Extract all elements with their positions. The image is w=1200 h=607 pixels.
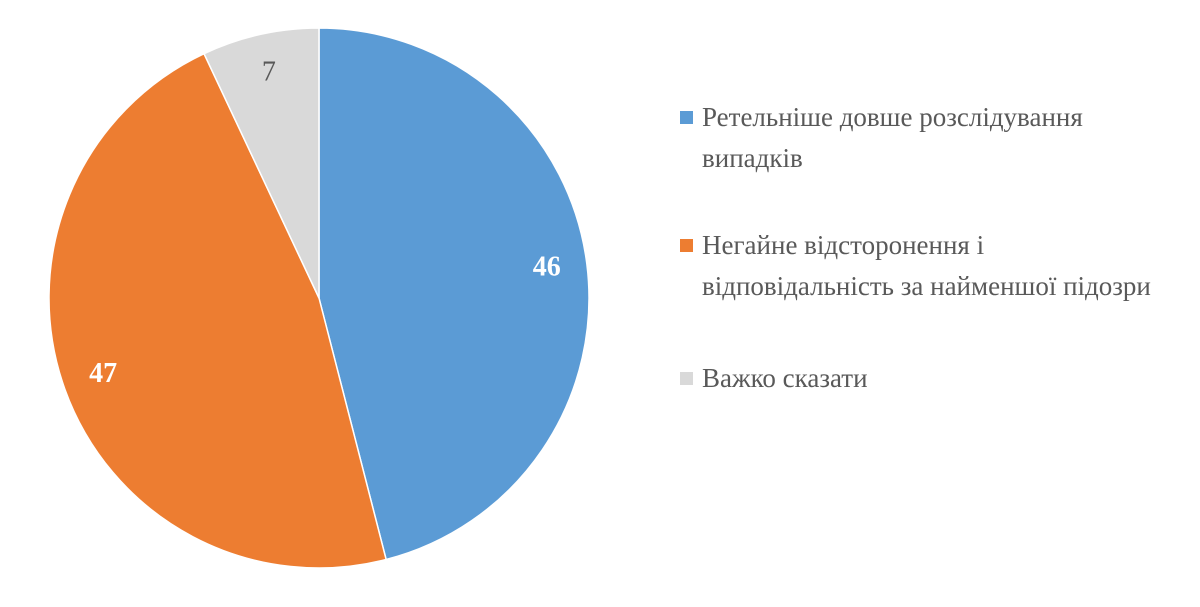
legend-label: Негайне відсторонення і відповідальність… bbox=[702, 230, 1151, 301]
legend-swatch bbox=[680, 239, 693, 252]
legend-label: Ретельніше довше розслідування випадків bbox=[702, 102, 1083, 173]
pie-slice bbox=[203, 27, 320, 299]
legend-item: Негайне відсторонення і відповідальність… bbox=[680, 225, 1160, 307]
legend-swatch bbox=[680, 372, 693, 385]
legend-item: Ретельніше довше розслідування випадків bbox=[680, 97, 1160, 179]
slice-label: 47 bbox=[89, 358, 117, 389]
pie-slice bbox=[318, 27, 590, 561]
legend-item: Важко сказати bbox=[680, 358, 1160, 399]
pie-slice bbox=[48, 52, 388, 569]
slice-label: 46 bbox=[533, 252, 561, 283]
legend-swatch bbox=[680, 111, 693, 124]
slice-label: 7 bbox=[262, 56, 276, 87]
legend-label: Важко сказати bbox=[702, 363, 868, 393]
